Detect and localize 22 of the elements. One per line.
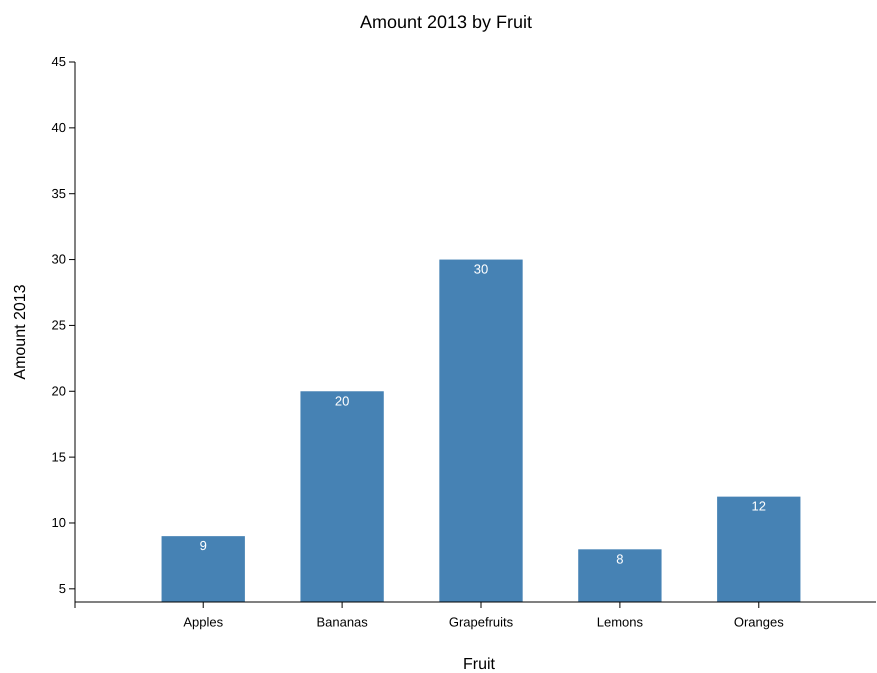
data-label: 30: [474, 262, 488, 277]
data-label: 8: [616, 551, 624, 566]
x-tick-label: Bananas: [316, 614, 368, 630]
data-label: 20: [334, 393, 350, 408]
data-label: 9: [200, 538, 207, 554]
y-tick-label: 35: [52, 186, 66, 201]
y-tick-label: 40: [52, 120, 66, 136]
data-label: 12: [752, 498, 766, 514]
y-tick-label: 25: [52, 318, 66, 333]
y-tick-label: 20: [52, 383, 66, 398]
x-axis-title: Fruit: [463, 656, 496, 673]
x-tick-label: Lemons: [596, 614, 644, 630]
y-tick-label: 10: [52, 515, 66, 530]
y-tick-label: 45: [52, 54, 66, 70]
x-tick-label: Grapefruits: [448, 614, 514, 630]
x-tick-label: Oranges: [734, 614, 784, 630]
chart-title: Amount 2013 by Fruit: [360, 12, 532, 32]
y-axis-title: Amount 2013: [12, 284, 29, 380]
y-tick-label: 30: [52, 252, 66, 267]
y-tick-label: 15: [52, 449, 66, 464]
y-tick-label: 5: [58, 580, 66, 596]
x-tick-label: Apples: [183, 614, 224, 630]
